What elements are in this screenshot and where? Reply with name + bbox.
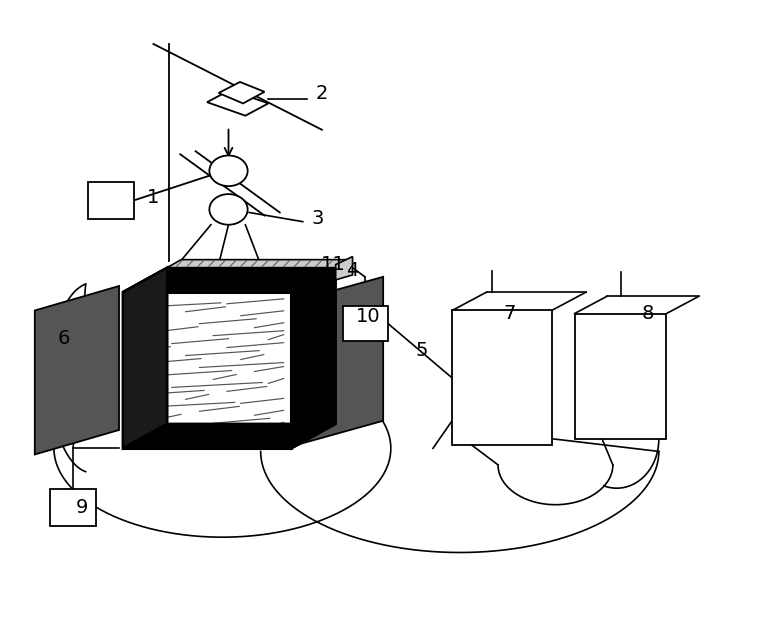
Polygon shape xyxy=(452,310,552,445)
Polygon shape xyxy=(574,314,666,439)
Text: 11: 11 xyxy=(321,255,346,274)
Text: 9: 9 xyxy=(76,498,88,517)
Text: 2: 2 xyxy=(316,83,328,102)
Text: 1: 1 xyxy=(147,188,159,207)
Bar xyxy=(88,182,135,219)
Polygon shape xyxy=(295,277,383,445)
Polygon shape xyxy=(123,292,291,448)
Polygon shape xyxy=(336,256,352,280)
Polygon shape xyxy=(123,268,167,448)
Polygon shape xyxy=(218,82,265,104)
Bar xyxy=(50,489,96,526)
Circle shape xyxy=(209,194,248,225)
Text: 5: 5 xyxy=(415,341,428,360)
Text: 7: 7 xyxy=(503,304,515,323)
Polygon shape xyxy=(167,260,350,268)
Polygon shape xyxy=(291,268,336,448)
Polygon shape xyxy=(35,286,119,455)
Text: 4: 4 xyxy=(346,261,358,280)
Text: 8: 8 xyxy=(641,304,653,323)
Text: 6: 6 xyxy=(58,329,70,348)
Polygon shape xyxy=(123,268,336,292)
Bar xyxy=(344,306,388,341)
Polygon shape xyxy=(207,90,269,116)
Circle shape xyxy=(209,155,248,186)
Text: 10: 10 xyxy=(355,307,380,326)
Text: 3: 3 xyxy=(312,209,324,228)
Polygon shape xyxy=(123,424,336,448)
